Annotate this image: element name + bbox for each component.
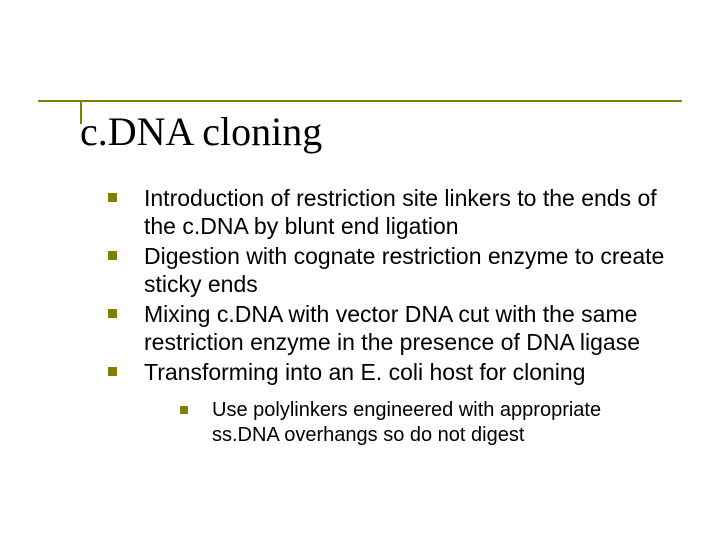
- list-item: Digestion with cognate restriction enzym…: [108, 242, 670, 298]
- list-item: Transforming into an E. coli host for cl…: [108, 358, 670, 447]
- list-item: Use polylinkers engineered with appropri…: [180, 398, 670, 447]
- title-area: c.DNA cloning: [80, 108, 680, 155]
- body-area: Introduction of restriction site linkers…: [108, 184, 670, 449]
- list-item-text: Transforming into an E. coli host for cl…: [144, 359, 585, 385]
- slide-title: c.DNA cloning: [80, 108, 680, 155]
- title-rule: [38, 100, 682, 102]
- bullet-list: Introduction of restriction site linkers…: [108, 184, 670, 447]
- sub-bullet-list: Use polylinkers engineered with appropri…: [180, 398, 670, 447]
- slide: c.DNA cloning Introduction of restrictio…: [0, 0, 720, 540]
- list-item: Introduction of restriction site linkers…: [108, 184, 670, 240]
- list-item: Mixing c.DNA with vector DNA cut with th…: [108, 300, 670, 356]
